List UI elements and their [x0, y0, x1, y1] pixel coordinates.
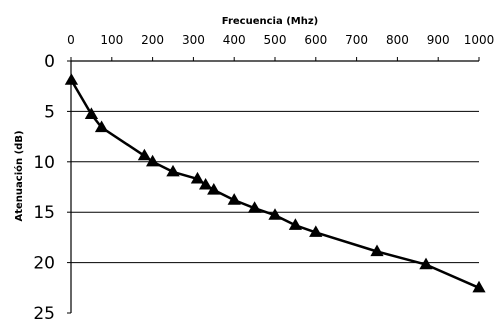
x-tick-label-500: 500: [264, 33, 287, 47]
data-point-6: [190, 171, 205, 184]
grid-lines: [71, 110, 479, 264]
data-point-12: [288, 218, 302, 230]
data-point-13: [309, 225, 323, 237]
x-tick-label-400: 400: [223, 33, 246, 47]
x-tick-label-600: 600: [304, 33, 327, 47]
series: [64, 73, 486, 293]
y-tick-label-25: 25: [33, 304, 55, 320]
data-point-3: [137, 148, 152, 161]
y-tick-label-5: 5: [44, 102, 55, 122]
data-point-10: [247, 201, 262, 213]
x-tick-label-900: 900: [427, 33, 450, 47]
x-axis-label: Frecuencia (Mhz): [222, 16, 318, 27]
x-tick-label-0: 0: [67, 33, 75, 47]
y-tick-label-10: 10: [33, 153, 55, 173]
x-tick-label-300: 300: [182, 33, 205, 47]
data-point-16: [472, 280, 486, 293]
data-point-4: [146, 154, 160, 167]
y-tick-label-0: 0: [44, 52, 55, 72]
x-tick-label-1000: 1000: [464, 33, 495, 47]
data-point-2: [94, 120, 109, 133]
x-tick-label-800: 800: [386, 33, 409, 47]
y-tick-label-20: 20: [33, 254, 55, 274]
x-tick-label-100: 100: [100, 33, 123, 47]
x-tick-labels: 0 100 200 300 400 500 600 700 800 900 1000: [67, 33, 494, 47]
y-tick-label-15: 15: [33, 203, 55, 223]
data-point-11: [268, 208, 282, 220]
data-point-15: [419, 257, 433, 270]
y-tick-labels: 0 5 10 15 20 25: [33, 52, 55, 320]
y-axis-label: Atenuación (dB): [13, 130, 25, 221]
axes: [67, 57, 480, 314]
x-tick-label-700: 700: [345, 33, 368, 47]
data-point-1: [84, 107, 99, 119]
data-point-14: [370, 244, 384, 257]
x-tick-label-200: 200: [141, 33, 164, 47]
data-point-8: [207, 183, 221, 195]
data-point-7: [199, 178, 213, 190]
data-point-5: [166, 164, 180, 177]
data-point-0: [64, 73, 79, 85]
data-point-9: [227, 193, 241, 205]
